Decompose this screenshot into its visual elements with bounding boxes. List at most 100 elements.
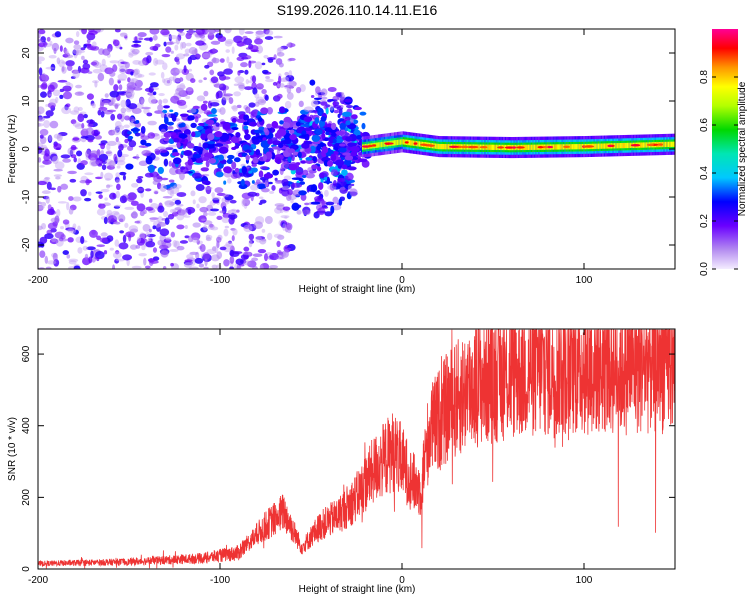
spectrogram-cell xyxy=(263,253,269,262)
spectrogram-cell xyxy=(132,59,141,65)
spectrogram-cell xyxy=(123,92,133,96)
spectrogram-cell xyxy=(82,245,88,251)
spectrogram-cell xyxy=(163,137,170,142)
y-tick-label: -10 xyxy=(21,189,32,204)
spectrogram-cell xyxy=(127,116,135,121)
spectrogram-cell xyxy=(248,170,253,174)
spectrogram-cell xyxy=(145,156,153,165)
spectrogram-cell xyxy=(49,98,58,105)
spectrogram-cell xyxy=(205,237,212,242)
spectrogram-cell xyxy=(277,83,281,88)
spectrogram-cell xyxy=(267,58,274,63)
spectrogram-cell xyxy=(266,106,273,115)
spectrogram-cell xyxy=(45,266,52,269)
spectrogram-cell xyxy=(206,248,217,255)
spectrogram-cell xyxy=(204,258,208,267)
spectrogram-cell xyxy=(41,81,48,89)
spectrogram-cell xyxy=(229,266,234,269)
spectrogram-cell xyxy=(310,99,319,108)
spectrogram-cell xyxy=(350,145,360,153)
spectrogram-cell xyxy=(302,123,310,128)
spectrogram-cell xyxy=(117,149,123,158)
spectrogram-cell xyxy=(99,237,109,243)
spectrogram-cell xyxy=(163,132,172,138)
spectrogram-cell xyxy=(114,204,122,208)
spectrogram-cell xyxy=(48,134,53,142)
spectrogram-cell xyxy=(254,38,264,45)
spectrogram-cell xyxy=(269,190,275,194)
spectrogram-cell xyxy=(339,186,346,191)
spectrogram-cell xyxy=(278,75,282,84)
spectrogram-cell xyxy=(97,72,105,82)
spectrogram-cell xyxy=(200,103,208,111)
spectrogram-cell xyxy=(149,46,158,51)
colorbar-tick-label: 0.8 xyxy=(699,70,710,84)
spectrogram-cell xyxy=(274,203,285,207)
spectrogram-cell xyxy=(306,185,310,193)
spectrogram-cell xyxy=(132,40,142,44)
spectrogram-ridge-cell xyxy=(597,143,600,149)
spectrogram-cell xyxy=(202,252,211,260)
spectrogram-peak xyxy=(516,146,525,149)
colorbar-tick-label: 0.4 xyxy=(699,166,710,180)
y-tick-label: 600 xyxy=(21,345,32,362)
spectrogram-cell xyxy=(245,149,252,153)
spectrogram-cell xyxy=(257,117,263,122)
spectrogram-cell xyxy=(241,166,248,174)
spectrogram-cell xyxy=(243,246,250,252)
spectrogram-cell xyxy=(320,96,328,100)
spectrogram-ridge-cell xyxy=(491,144,494,150)
spectrogram-cell xyxy=(284,216,288,219)
spectrogram-cell xyxy=(128,135,134,140)
spectrogram-ridge-cell xyxy=(628,142,630,149)
spectrogram-cell xyxy=(70,76,76,79)
spectrogram-cell xyxy=(351,114,358,120)
spectrogram-cell xyxy=(216,90,223,99)
spectrogram-cell xyxy=(170,67,180,76)
snr-x-axis-label: Height of straight line (km) xyxy=(299,584,416,595)
spectrogram-cell xyxy=(51,237,57,243)
spectrogram-cell xyxy=(338,198,343,206)
spectrogram-cell xyxy=(114,258,120,264)
spectrogram-cell xyxy=(73,157,77,163)
spectrogram-cell xyxy=(255,31,266,38)
spectrogram-cell xyxy=(231,117,237,124)
spectrogram-cell xyxy=(73,229,79,235)
spectrogram-cell xyxy=(263,127,268,133)
spectrogram-cell xyxy=(200,167,210,172)
spectrogram-cell xyxy=(68,260,77,265)
spectrogram-cell xyxy=(255,148,261,156)
spectrogram-ridge-cell xyxy=(398,139,400,145)
spectrogram-cell xyxy=(40,201,47,207)
spectrogram-cell xyxy=(40,91,47,98)
spectrogram-cell xyxy=(131,108,142,115)
spectrogram-cell xyxy=(161,78,166,84)
spectrogram-cell xyxy=(192,105,200,110)
spectrogram-cell xyxy=(45,66,55,70)
spectrogram-cell xyxy=(257,135,264,139)
spectrogram-cell xyxy=(96,244,106,248)
spectrogram-cell xyxy=(356,134,362,140)
spectrogram-cell xyxy=(304,133,310,141)
spectrogram-cell xyxy=(142,224,151,232)
spectrogram-cell xyxy=(112,264,116,269)
spectrogram-cell xyxy=(333,109,340,114)
spectrogram-cell xyxy=(139,97,145,105)
spectrogram-cell xyxy=(178,133,188,139)
spectrogram-ridge-cell xyxy=(673,141,675,147)
spectrogram-cell xyxy=(263,29,270,35)
spectrogram-cell xyxy=(128,225,139,233)
spectrogram-cell xyxy=(211,196,222,200)
spectrogram-cell xyxy=(212,47,216,54)
spectrogram-cell xyxy=(45,104,49,108)
spectrogram-cell xyxy=(208,158,217,164)
spectrogram-cell xyxy=(124,222,129,229)
spectrogram-cell xyxy=(160,250,169,258)
spectrogram-cell xyxy=(303,116,313,123)
spectrogram-cell xyxy=(104,93,109,98)
spectrogram-cell xyxy=(224,225,230,229)
spectrogram-cell xyxy=(235,258,244,265)
spectrogram-cell xyxy=(74,91,85,96)
spectrogram-cell xyxy=(126,89,135,98)
